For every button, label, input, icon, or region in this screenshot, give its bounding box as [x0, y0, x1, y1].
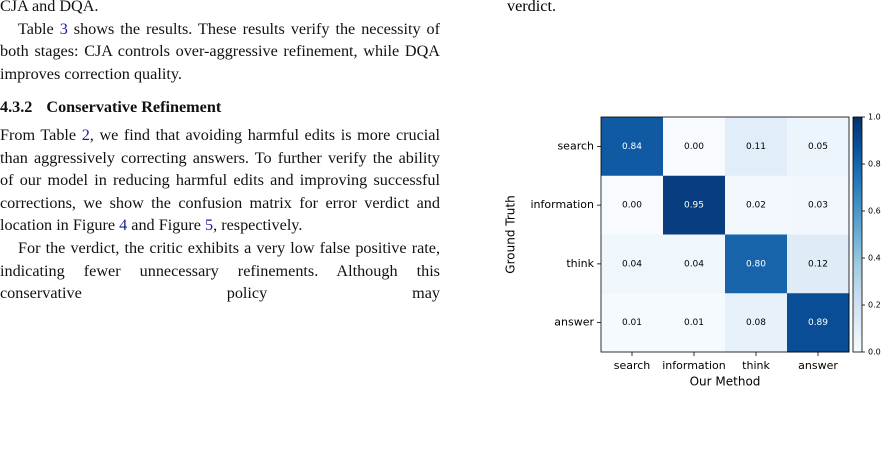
- cell-label: 0.00: [622, 201, 642, 211]
- reference-link[interactable]: 3: [59, 19, 68, 38]
- heatmap-cell: [787, 175, 850, 235]
- x-tick-label: information: [662, 359, 726, 372]
- y-tick-label: think: [566, 257, 594, 270]
- text-run: From Table: [0, 125, 82, 144]
- cell-label: 0.01: [684, 318, 704, 328]
- x-axis-label: Our Method: [690, 375, 761, 389]
- heatmap-cell: [601, 234, 664, 294]
- colorbar-tick-label: 0.6: [868, 207, 881, 216]
- reference-link[interactable]: 5: [205, 216, 214, 235]
- section-title: Conservative Refinement: [46, 98, 222, 117]
- x-tick-label: search: [614, 359, 651, 372]
- y-tick-label: answer: [554, 316, 594, 329]
- section-number: 4.3.2: [0, 98, 33, 117]
- heatmap-cell: [601, 293, 664, 353]
- heatmap-cell: [601, 117, 664, 177]
- left-column: CJA and DQA. Table 3 shows the results. …: [0, 0, 440, 305]
- heatmap-cell: [601, 175, 664, 235]
- cell-label: 0.84: [622, 142, 642, 152]
- cell-label: 0.95: [684, 201, 704, 211]
- reference-link[interactable]: 4: [119, 216, 128, 235]
- section-heading: 4.3.2 Conservative Refinement: [0, 96, 440, 119]
- cell-label: 0.80: [746, 259, 766, 269]
- reference-link[interactable]: 2: [81, 125, 90, 144]
- heatmap-cell: [663, 234, 726, 294]
- heatmap-cell: [725, 234, 788, 294]
- cell-label: 0.12: [808, 259, 828, 269]
- heatmap-cell: [787, 117, 850, 177]
- cell-label: 0.05: [808, 142, 828, 152]
- text-run: For the verdict, the critic exhibits a v…: [0, 238, 440, 303]
- y-axis-label: Ground Truth: [504, 195, 518, 273]
- colorbar-tick-label: 0.4: [868, 254, 881, 263]
- colorbar-tick-label: 0.0: [868, 348, 881, 357]
- right-column: verdict.: [507, 0, 556, 18]
- colorbar: [852, 116, 863, 353]
- x-tick-label: answer: [798, 359, 838, 372]
- cell-label: 0.04: [684, 259, 704, 269]
- heatmap-cell: [663, 117, 726, 177]
- text-run: CJA and DQA.: [0, 0, 99, 15]
- cell-label: 0.08: [746, 318, 766, 328]
- heatmap-cell: [725, 175, 788, 235]
- plot-frame: [600, 116, 850, 353]
- text-run: shows the results. These results verify …: [0, 19, 441, 83]
- cell-label: 0.11: [746, 142, 766, 152]
- colorbar-tick-label: 1.0: [868, 113, 881, 122]
- paragraph: From Table 2, we find that avoiding harm…: [0, 124, 440, 237]
- cell-label: 0.89: [808, 318, 828, 328]
- heatmap-cell: [787, 234, 850, 294]
- cell-label: 0.02: [746, 201, 766, 211]
- cell-label: 0.00: [684, 142, 704, 152]
- text: verdict.: [507, 0, 556, 15]
- heatmap-cell: [725, 293, 788, 353]
- heatmap-cell: [663, 293, 726, 353]
- colorbar-tick-label: 0.8: [868, 160, 881, 169]
- cell-label: 0.03: [808, 201, 828, 211]
- x-tick-label: think: [742, 359, 770, 372]
- colorbar-tick-label: 0.2: [868, 301, 881, 310]
- paragraph: CJA and DQA.: [0, 0, 440, 18]
- text-run: Table: [18, 19, 60, 38]
- heatmap-cell: [663, 175, 726, 235]
- text-run: , we find that avoiding harmful edits is…: [0, 125, 440, 235]
- y-tick-label: search: [557, 139, 594, 152]
- heatmap-cell: [787, 293, 850, 353]
- text-run: and Figure: [127, 216, 206, 235]
- text-run: , respectively.: [213, 216, 303, 235]
- cell-label: 0.04: [622, 259, 642, 269]
- paragraph: For the verdict, the critic exhibits a v…: [0, 237, 440, 305]
- paragraph: Table 3 shows the results. These results…: [0, 18, 440, 86]
- y-tick-label: information: [531, 198, 595, 211]
- cell-label: 0.01: [622, 318, 642, 328]
- heatmap-cell: [725, 117, 788, 177]
